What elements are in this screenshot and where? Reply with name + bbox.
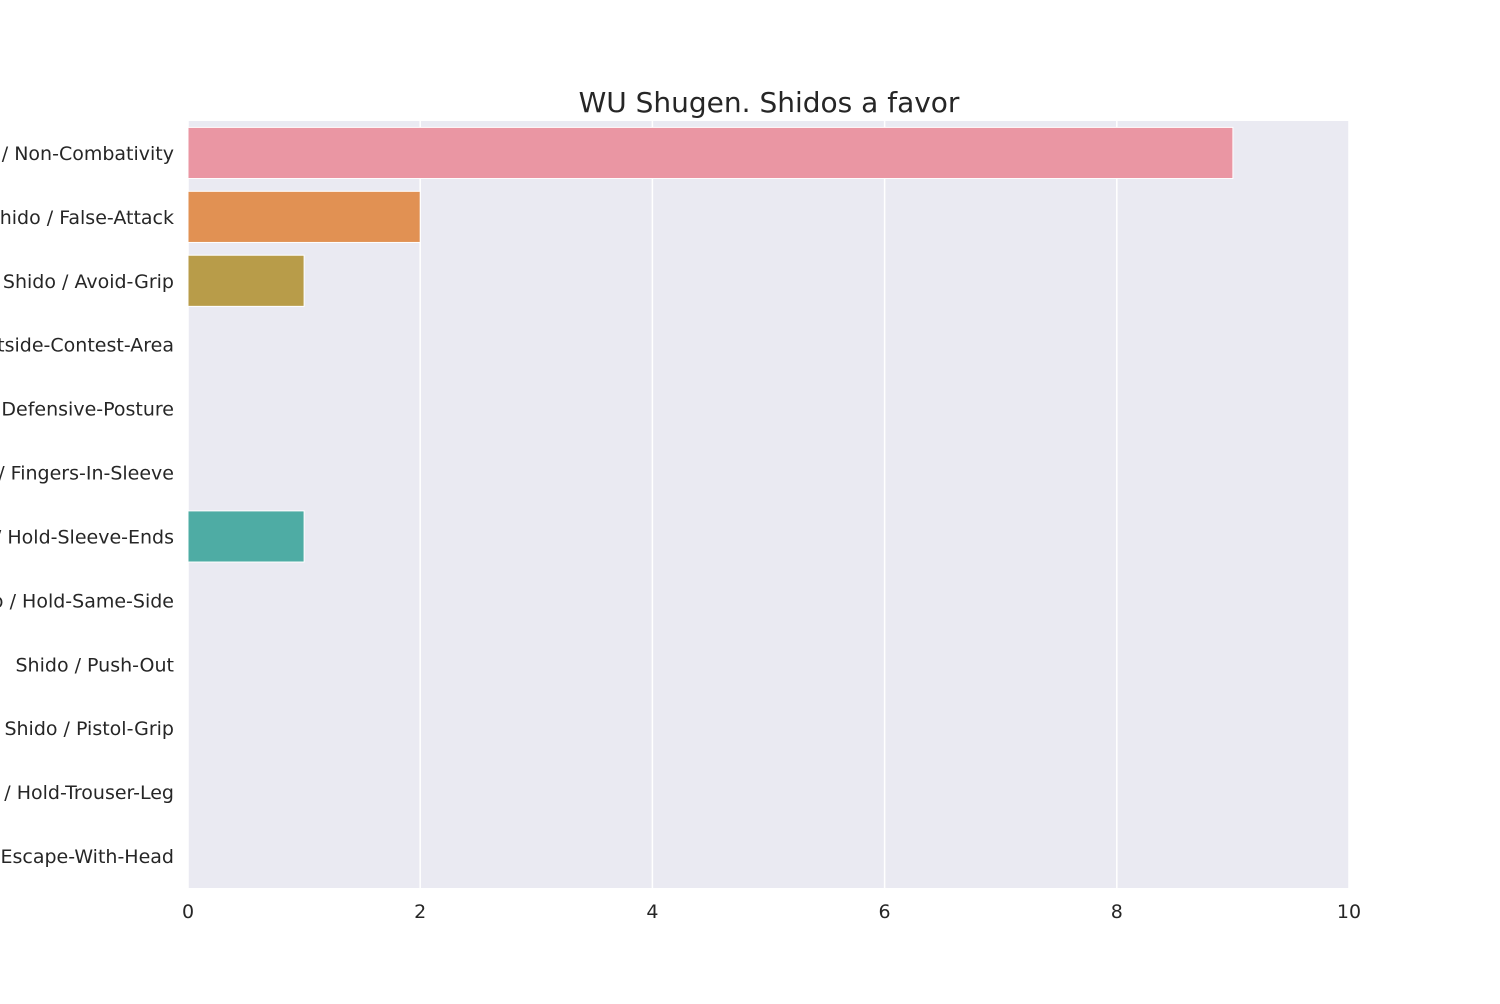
chart-title: WU Shugen. Shidos a favor: [579, 86, 960, 119]
y-tick-label-1: Shido / False-Attack: [0, 207, 174, 229]
bar-1: [187, 190, 421, 243]
y-tick-label-10: Shido / Hold-Trouser-Leg: [0, 782, 174, 804]
y-tick-label-6: Shido / Hold-Sleeve-Ends: [0, 526, 174, 548]
grid-lines: [187, 121, 1350, 888]
x-tick-label-4: 8: [1111, 901, 1123, 923]
x-tick-label-1: 2: [414, 901, 426, 923]
y-tick-labels: Shido / Non-Combativity Shido / False-Att…: [0, 143, 174, 868]
x-tick-label-5: 10: [1337, 901, 1361, 923]
x-tick-label-0: 0: [182, 901, 194, 923]
y-tick-label-7: Shido / Hold-Same-Side: [0, 590, 174, 612]
bar-2: [187, 254, 305, 307]
y-tick-label-0: Shido / Non-Combativity: [0, 143, 174, 165]
y-tick-label-2: Shido / Avoid-Grip: [3, 271, 174, 293]
y-tick-label-5: Shido / Fingers-In-Sleeve: [0, 463, 174, 485]
bar-6: [187, 510, 305, 563]
plot-area: [188, 121, 1349, 888]
x-tick-labels: 0 2 4 6 8 10: [182, 901, 1361, 923]
y-tick-label-9: Shido / Pistol-Grip: [4, 718, 174, 740]
bars: [187, 126, 1234, 563]
x-tick-label-3: 6: [879, 901, 891, 923]
x-tick-label-2: 4: [646, 901, 658, 923]
y-tick-label-4: Shido / Defensive-Posture: [0, 399, 174, 421]
y-tick-label-8: Shido / Push-Out: [16, 654, 175, 676]
y-tick-label-11: Shido / Escape-With-Head: [0, 846, 174, 868]
y-tick-label-3: Shido / Outside-Contest-Area: [0, 335, 174, 357]
bar-0: [187, 126, 1234, 180]
